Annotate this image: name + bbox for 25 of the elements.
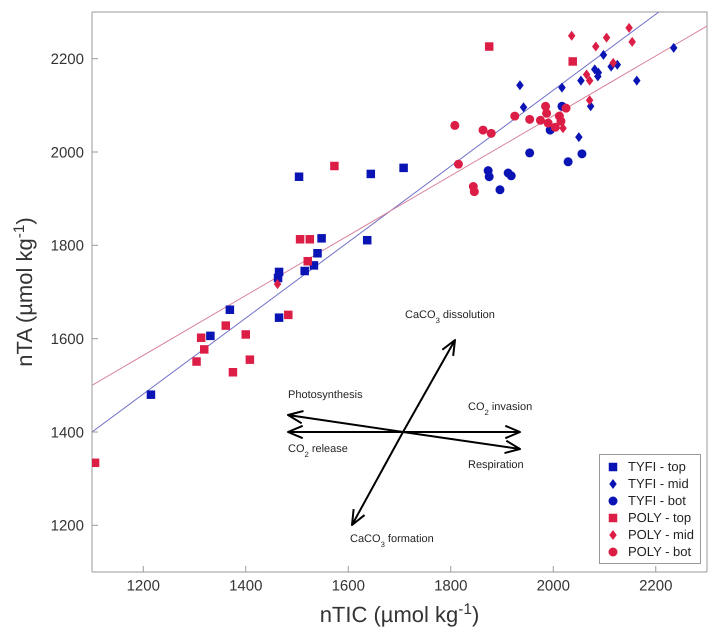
legend-label: POLY - top <box>628 509 692 526</box>
annotation: CO$_{2}$ invasion <box>468 401 532 416</box>
legend-label: TYFI - mid <box>628 475 689 492</box>
y-tick-label: 1400 <box>50 424 84 442</box>
legend-label: TYFI - bot <box>628 492 686 509</box>
x-tick-label: 1200 <box>126 578 160 595</box>
x-tick-label: 2200 <box>639 578 672 595</box>
annotation: CaCO$_{3}$ dissolution <box>405 309 495 324</box>
legend-label: TYFI - top <box>628 458 686 475</box>
x-tick-label: 1800 <box>434 578 468 595</box>
y-tick-label: 1800 <box>50 238 84 255</box>
y-tick-label: 1600 <box>50 330 84 348</box>
x-axis-title: nTIC (µmol kg$^{-1}$) <box>320 600 480 627</box>
x-tick-label: 1600 <box>332 578 365 595</box>
annotation: Photosynthesis <box>288 389 364 401</box>
legend-label: POLY - mid <box>628 526 694 543</box>
y-tick-label: 1200 <box>50 518 84 535</box>
annotation: CO$_{2}$ release <box>288 443 348 458</box>
x-tick-label: 1400 <box>229 578 262 595</box>
annotation: Respiration <box>468 459 524 471</box>
legend-label: POLY - bot <box>628 543 692 560</box>
annotation: CaCO$_{3}$ formation <box>350 533 434 548</box>
y-tick-label: 2200 <box>50 50 84 68</box>
y-tick-label: 2000 <box>50 144 84 162</box>
x-tick-label: 2000 <box>536 578 570 595</box>
